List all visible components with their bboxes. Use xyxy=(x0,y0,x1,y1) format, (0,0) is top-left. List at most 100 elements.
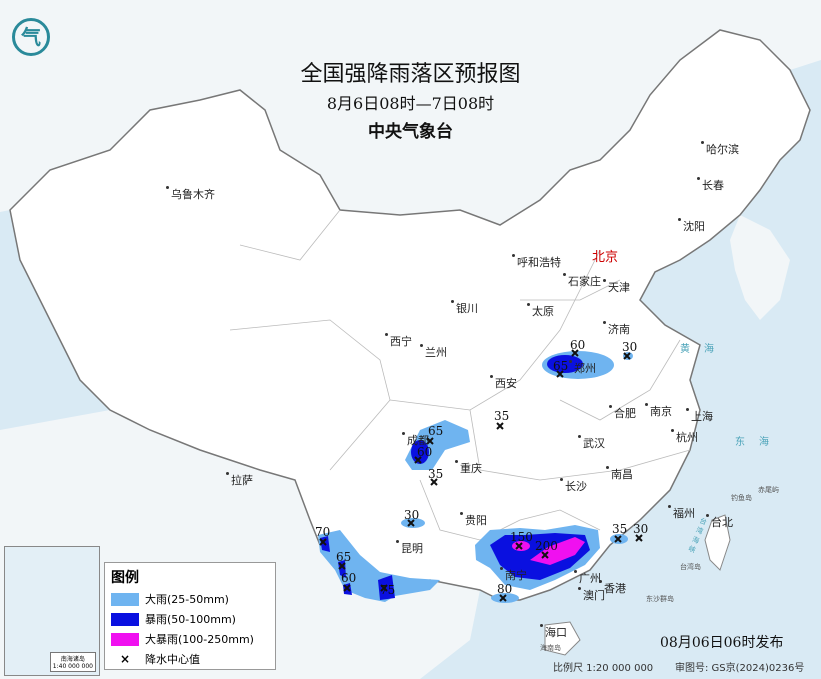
rain-center-value: 80 xyxy=(497,582,513,596)
island-label: 海南岛 xyxy=(540,644,561,652)
south-china-sea-inset: 南海诸岛 1:40 000 000 xyxy=(4,546,100,676)
island-label: 钓鱼岛 xyxy=(731,494,752,502)
issue-time: 08月06日06时发布 xyxy=(660,635,784,651)
rain-center-markers xyxy=(319,349,643,602)
province-borders xyxy=(229,209,691,541)
city-label: 成都 xyxy=(402,432,429,448)
city-label: 广州 xyxy=(574,570,601,586)
cross-mark xyxy=(338,562,346,570)
scale-text: 比例尺 1:20 000 000 xyxy=(553,663,654,674)
inset-scale-box: 南海诸岛 1:40 000 000 xyxy=(49,652,96,672)
cross-mark xyxy=(496,422,504,430)
korea-land xyxy=(730,215,790,320)
legend-label: 降水中心值 xyxy=(145,653,200,666)
heavy-rain-yunnan-east xyxy=(401,518,425,528)
cross-mark xyxy=(571,349,579,357)
approval-number: 审图号: GS京(2024)0236号 xyxy=(675,663,805,674)
sea-label: 黄海 xyxy=(680,344,728,355)
city-label: 石家庄 xyxy=(563,273,601,289)
rain-center-value: 30 xyxy=(404,508,420,522)
city-label: 郑州 xyxy=(569,360,596,376)
city-label: 上海 xyxy=(686,408,713,424)
legend-item: × 降水中心值 xyxy=(111,649,269,669)
sea-label: 东海 xyxy=(735,437,783,448)
city-label: 昆明 xyxy=(396,540,423,556)
inset-scale: 1:40 000 000 xyxy=(52,663,93,670)
cross-mark xyxy=(414,456,422,464)
city-label: 南昌 xyxy=(606,466,633,482)
rain-center-value: 35 xyxy=(612,522,628,536)
legend-label: 暴雨(50-100mm) xyxy=(145,613,236,626)
city-label: 呼和浩特 xyxy=(512,254,561,270)
city-label: 西宁 xyxy=(385,333,412,349)
cross-mark xyxy=(380,584,388,592)
severe-rainstorm-guangxi xyxy=(530,537,585,565)
city-label: 重庆 xyxy=(455,460,482,476)
city-label: 拉萨 xyxy=(226,472,253,488)
city-label: 天津 xyxy=(603,279,630,295)
city-label: 香港 xyxy=(599,580,626,596)
city-label: 银川 xyxy=(451,300,478,316)
city-label: 乌鲁木齐 xyxy=(166,186,215,202)
rain-center-value: 60 xyxy=(570,338,586,352)
cross-mark xyxy=(556,370,564,378)
cross-mark xyxy=(407,519,415,527)
cross-mark xyxy=(430,478,438,486)
city-label: 贵阳 xyxy=(460,512,487,528)
city-label: 澳门 xyxy=(578,587,605,603)
cross-icon: × xyxy=(119,652,131,666)
city-label: 济南 xyxy=(603,321,630,337)
city-label: 长春 xyxy=(697,177,724,193)
inset-title: 南海诸岛 xyxy=(60,656,85,663)
rain-center-value: 35 xyxy=(428,467,444,481)
rain-center-value: 65 xyxy=(553,359,569,373)
cross-mark xyxy=(541,551,549,559)
neighbor-land xyxy=(0,0,821,225)
rain-center-value: 150 xyxy=(510,530,533,544)
city-label: 海口 xyxy=(540,624,567,640)
issuer: 中央气象台 xyxy=(368,122,453,142)
legend-label: 大雨(25-50mm) xyxy=(145,593,229,606)
capital-label: 北京 xyxy=(592,250,619,265)
legend-title: 图例 xyxy=(111,570,139,586)
cross-mark xyxy=(623,352,631,360)
legend-item: 大雨(25-50mm) xyxy=(111,589,269,609)
rainstorm-yunnan-southwest xyxy=(320,536,395,600)
city-label: 长沙 xyxy=(560,478,587,494)
rain-center-value: 30 xyxy=(622,340,638,354)
city-label: 合肥 xyxy=(609,405,636,421)
city-label: 台北 xyxy=(706,514,733,530)
city-label: 沈阳 xyxy=(678,218,705,234)
rain-center-value: 70 xyxy=(315,525,331,539)
rain-center-value: 65 xyxy=(336,550,352,564)
rain-center-value: 65 xyxy=(428,424,444,438)
legend: 图例 大雨(25-50mm) 暴雨(50-100mm) 大暴雨(100-250m… xyxy=(104,562,276,670)
city-label: 西安 xyxy=(490,375,517,391)
city-label: 南京 xyxy=(645,403,672,419)
rainstorm-swatch xyxy=(111,612,139,626)
cross-mark xyxy=(515,542,523,550)
rain-center-value: 75 xyxy=(380,583,396,597)
island-label: 东沙群岛 xyxy=(646,595,674,603)
cross-mark xyxy=(499,594,507,602)
cross-mark xyxy=(635,534,643,542)
rain-center-value: 60 xyxy=(341,571,357,585)
china-land xyxy=(9,29,811,601)
city-label: 太原 xyxy=(527,303,554,319)
map-title: 全国强降雨落区预报图 xyxy=(300,62,521,87)
legend-item: 大暴雨(100-250mm) xyxy=(111,629,269,649)
rain-center-value: 30 xyxy=(633,522,649,536)
city-label: 福州 xyxy=(668,505,695,521)
city-label: 南宁 xyxy=(500,567,527,583)
legend-item: 暴雨(50-100mm) xyxy=(111,609,269,629)
island-label: 台湾岛 xyxy=(680,563,701,571)
forecast-period: 8月6日08时—7日08时 xyxy=(326,94,495,113)
city-label: 武汉 xyxy=(578,435,605,451)
severe-rainstorm-swatch xyxy=(111,632,139,646)
rain-center-value: 200 xyxy=(535,539,558,553)
legend-label: 大暴雨(100-250mm) xyxy=(145,633,254,646)
cma-logo: 气 xyxy=(12,18,50,56)
city-label: 哈尔滨 xyxy=(701,141,739,157)
cross-mark xyxy=(614,535,622,543)
